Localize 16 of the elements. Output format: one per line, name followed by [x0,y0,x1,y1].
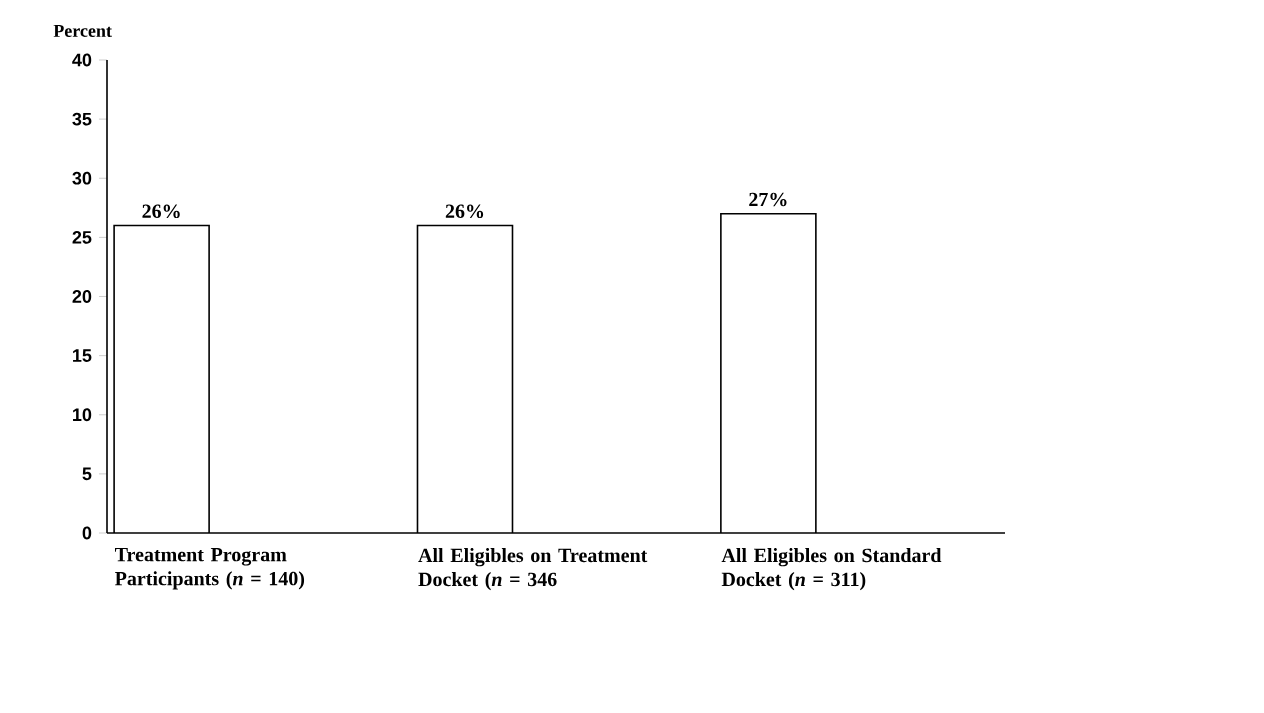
x-tick-label: All Eligibles on Treatment Docket (n = 346 [418,548,648,591]
y-tick-label: 35 [72,112,92,126]
data-label: 26% [445,204,484,219]
x-tick-label: Treatment Program Participants (n = 140) [114,548,305,590]
y-tick-label: 20 [72,290,92,303]
y-axis-title: Percent [53,24,112,37]
data-label: 27% [749,192,787,207]
y-tick-label: 10 [73,408,92,422]
x-tick-label: All Eligibles on Standard Docket (n = 311) [721,548,942,591]
data-label: 26% [142,204,180,219]
y-tick-label: 25 [72,230,92,244]
y-tick-label: 40 [72,53,92,67]
y-tick-label: 5 [82,467,92,481]
y-tick-label: 15 [73,349,92,362]
y-tick-label: 0 [82,526,92,540]
y-tick-label: 30 [72,171,92,185]
